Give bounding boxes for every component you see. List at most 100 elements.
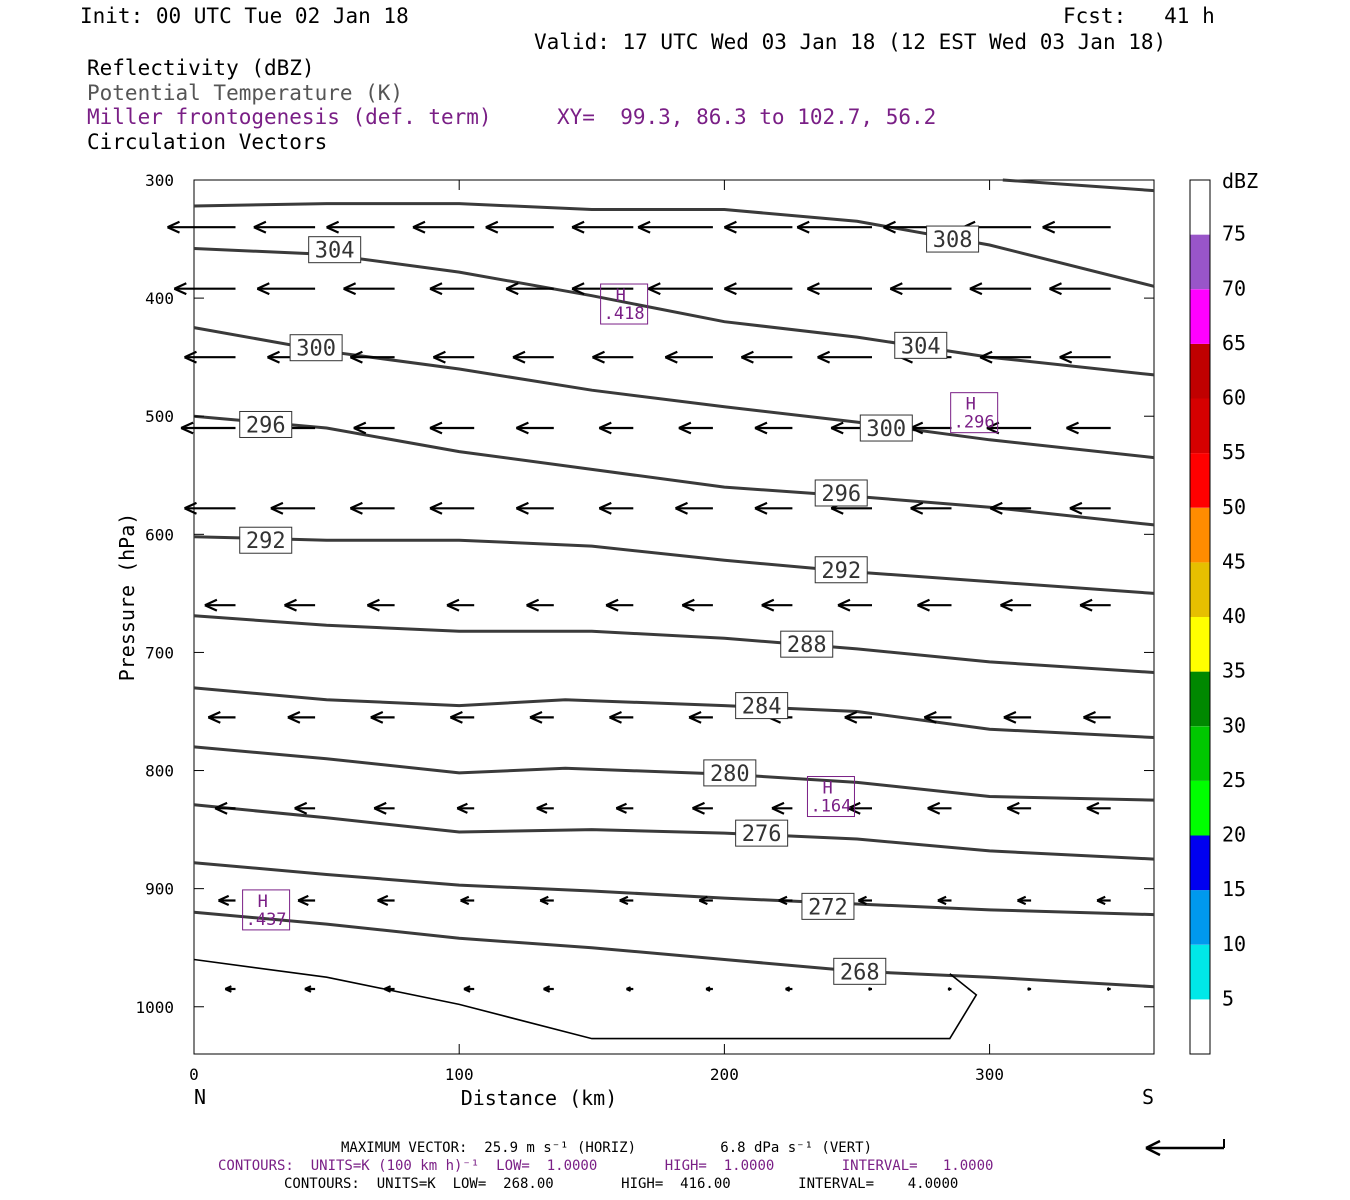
circulation-vector-head — [449, 710, 463, 724]
theta-label-box — [289, 334, 343, 362]
colorbar-segment — [1190, 835, 1210, 891]
circulation-vector-head — [543, 985, 551, 993]
theta-contour-300 — [193, 326, 1155, 460]
circulation-vector-head — [267, 350, 280, 364]
cross-section-endpoints: XY= 99.3, 86.3 to 102.7, 56.2 — [557, 105, 937, 129]
circulation-vector-head — [297, 894, 309, 907]
fronto-max-box — [600, 283, 649, 325]
circulation-vector-head — [647, 282, 661, 296]
circulation-vector-head — [1066, 421, 1079, 435]
theta-label-box — [894, 331, 948, 359]
circulation-vector-head — [526, 598, 540, 612]
circulation-vector-head — [571, 220, 585, 234]
theta-label-box — [926, 225, 980, 253]
forecast-hour: Fcst: 41 h — [1063, 4, 1215, 28]
circulation-vector-head — [505, 282, 519, 296]
colorbar-label: dBZ — [1222, 169, 1258, 193]
circulation-vector-head — [664, 350, 678, 364]
circulation-vector-head — [723, 282, 737, 296]
circulation-vector-head — [969, 282, 983, 296]
colorbar-segment — [1190, 289, 1210, 344]
circulation-vector-head — [785, 986, 791, 992]
colorbar-tick-label: 45 — [1222, 549, 1246, 573]
y-tick-label: 700 — [145, 643, 174, 662]
circulation-vector-head — [989, 501, 1003, 515]
theta-label-box — [780, 630, 834, 658]
circulation-vector-head — [1027, 987, 1031, 991]
theta-label: 288 — [787, 633, 827, 658]
circulation-vector-head — [806, 282, 820, 296]
colorbar-tick-label: 30 — [1222, 713, 1246, 737]
colorbar-tick-label: 65 — [1222, 331, 1246, 355]
circulation-vector-head — [844, 710, 858, 724]
circulation-vector-head — [429, 282, 443, 296]
colorbar-tick-label: 55 — [1222, 440, 1246, 464]
circulation-vector-head — [626, 986, 632, 992]
circulation-vector-head — [256, 282, 270, 296]
theta-contour-288 — [193, 614, 1155, 674]
x-end-label-south: S — [1142, 1085, 1154, 1109]
circulation-vector-head — [284, 598, 297, 612]
circulation-vector-head — [515, 501, 529, 515]
x-axis-label: Distance (km) — [461, 1086, 618, 1110]
circulation-vector-head — [456, 802, 468, 814]
circulation-vector-head — [180, 421, 194, 435]
circulation-vector-head — [1083, 710, 1096, 724]
theta-label: 276 — [742, 822, 782, 847]
colorbar-segment — [1190, 398, 1210, 454]
theta-label-box — [239, 526, 293, 554]
circulation-vector-head — [1049, 282, 1062, 296]
circulation-vector-head — [536, 802, 548, 814]
circulation-vector-head — [485, 220, 499, 234]
theta-label: 296 — [821, 482, 861, 507]
colorbar-tick-label: 75 — [1222, 222, 1246, 246]
circulation-vector-head — [754, 421, 768, 435]
theta-label-box — [814, 479, 868, 507]
y-tick-label: 300 — [145, 171, 174, 190]
y-tick-label: 400 — [145, 289, 174, 308]
circulation-vector-head — [253, 220, 267, 234]
theta-label: 304 — [901, 334, 941, 359]
colorbar-tick-label: 40 — [1222, 604, 1246, 628]
circulation-vector-head — [681, 598, 695, 612]
fronto-max-value: .296 — [954, 413, 995, 433]
circulation-vector-head — [778, 895, 788, 906]
theta-label: 280 — [710, 762, 750, 787]
theta-contour-296 — [193, 414, 1155, 527]
contours-theta-note: CONTOURS: UNITS=K LOW= 268.00 HIGH= 416.… — [284, 1176, 959, 1192]
fronto-max-label: H — [258, 892, 268, 912]
circulation-vector-head — [910, 501, 924, 515]
circulation-vector-head — [796, 220, 810, 234]
circulation-vector-head — [207, 710, 221, 724]
circulation-vector-head — [349, 350, 363, 364]
theta-label: 272 — [808, 895, 848, 920]
circulation-vector-head — [1086, 801, 1100, 815]
colorbar-tick-label: 50 — [1222, 495, 1246, 519]
colorbar-tick-label: 60 — [1222, 386, 1246, 410]
circulation-vector-head — [343, 282, 357, 296]
y-tick-label: 500 — [145, 407, 174, 426]
circulation-vector-head — [947, 987, 951, 991]
fronto-max-label: H — [616, 286, 626, 306]
x-end-label-north: N — [194, 1085, 206, 1109]
theta-label-box — [308, 236, 362, 264]
frontogenesis-contour — [193, 958, 978, 1040]
x-tick-label: 300 — [975, 1065, 1004, 1084]
colorbar-tick-label: 35 — [1222, 659, 1246, 683]
circulation-vector-head — [868, 987, 872, 991]
circulation-vector-head — [1079, 598, 1093, 612]
x-tick-label: 200 — [710, 1065, 739, 1084]
theta-label: 296 — [246, 413, 286, 438]
circulation-vector-head — [270, 501, 284, 515]
theta-label: 268 — [840, 960, 880, 985]
theta-label: 292 — [821, 559, 861, 584]
y-tick-label: 900 — [145, 880, 174, 899]
fronto-max-value: .437 — [246, 910, 287, 930]
circulation-vector-head — [675, 501, 688, 515]
fronto-max-label: H — [966, 395, 976, 415]
circulation-vector-head — [463, 985, 471, 993]
circulation-vector-head — [688, 710, 702, 724]
contours-frontogenesis-note: CONTOURS: UNITS=K (100 km h)⁻¹ LOW= 1.00… — [218, 1158, 994, 1174]
fronto-max-value: .418 — [604, 304, 645, 324]
circulation-vector-head — [429, 501, 443, 515]
